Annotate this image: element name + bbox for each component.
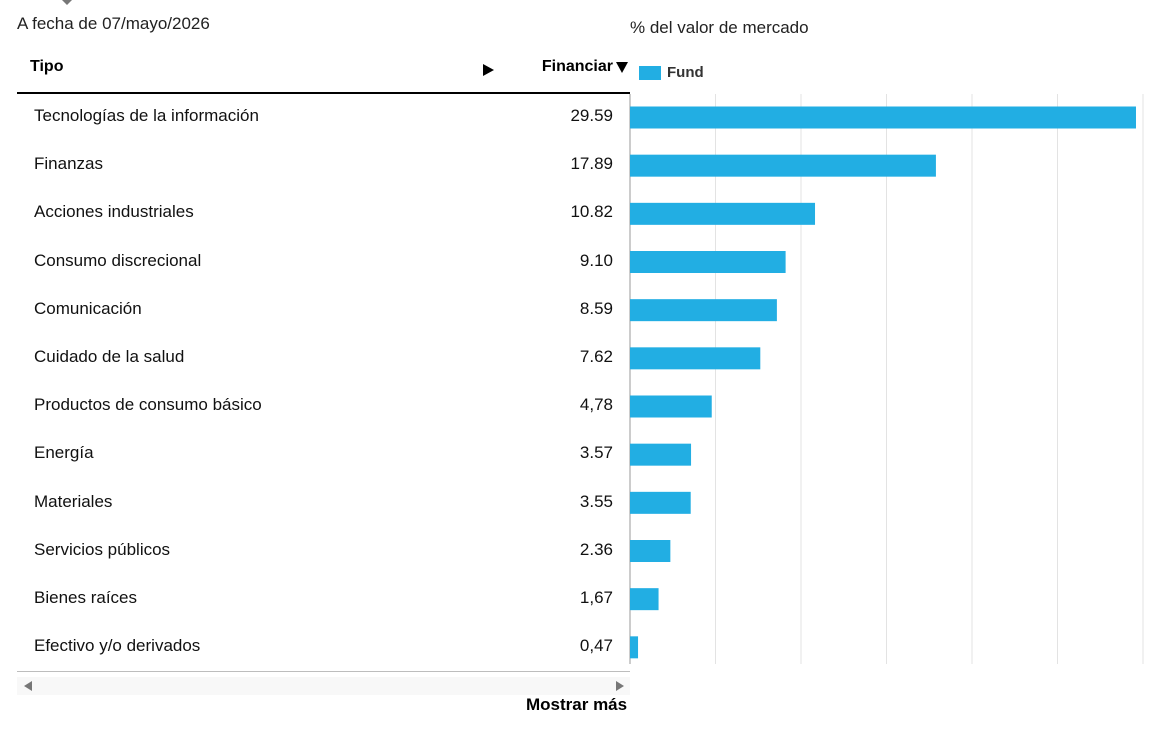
bar-6[interactable] — [630, 395, 712, 418]
legend-label-fund: Fund — [667, 64, 704, 81]
table-row: Tecnologías de la información 29.59 — [17, 94, 630, 142]
row-label: Servicios públicos — [34, 539, 171, 559]
row-value: 3.57 — [579, 443, 613, 463]
table-row: Acciones industriales 10.82 — [17, 190, 630, 238]
row-label: Bienes raíces — [34, 587, 137, 607]
column-header-financiar[interactable]: Financiar — [542, 58, 628, 76]
table-row: Bienes raíces 1,67 — [17, 576, 630, 624]
bar-4[interactable] — [630, 299, 777, 322]
row-label: Tecnologías de la información — [34, 106, 259, 125]
table-body: Tecnologías de la información 29.59 Fina… — [17, 94, 630, 672]
bar-3[interactable] — [630, 251, 786, 273]
row-label: Productos de consumo básico — [34, 395, 262, 415]
row-label: Finanzas — [34, 154, 103, 174]
column-header-financiar-label: Financiar — [541, 58, 613, 75]
bar-8[interactable] — [630, 491, 691, 514]
scroll-left-icon[interactable] — [24, 681, 32, 691]
horizontal-scrollbar[interactable] — [17, 677, 630, 695]
table-row: Comunicación 8.59 — [17, 287, 630, 335]
row-value: 1,67 — [579, 587, 613, 607]
row-label: Acciones industriales — [34, 202, 194, 222]
row-value: 29.59 — [570, 106, 613, 125]
table-row: Cuidado de la salud 7.62 — [17, 335, 630, 383]
table-row: Finanzas 17.89 — [17, 142, 630, 190]
column-header-type: Tipo — [30, 58, 64, 75]
row-label: Consumo discrecional — [34, 250, 202, 270]
row-label: Efectivo y/o derivados — [34, 636, 201, 656]
table-row: Efectivo y/o derivados 0,47 — [17, 624, 630, 672]
play-right-icon[interactable] — [483, 64, 494, 76]
chart-legend: Fund — [639, 64, 704, 81]
legend-swatch — [639, 65, 661, 80]
bar-7[interactable] — [630, 443, 692, 466]
sort-down-icon — [616, 61, 628, 73]
table-bottom-divider — [17, 671, 630, 672]
table-header: Tipo Financiar — [17, 48, 630, 94]
table-row: Materiales 3.55 — [17, 480, 630, 528]
row-value: 4,78 — [579, 395, 613, 415]
row-label: Materiales — [34, 491, 113, 511]
row-value: 9.10 — [579, 250, 613, 270]
bar-2[interactable] — [630, 202, 816, 225]
row-value: 7.62 — [579, 346, 613, 366]
bar-1[interactable] — [630, 154, 936, 177]
row-label: Cuidado de la salud — [34, 346, 185, 366]
table-row: Energía 3.57 — [17, 431, 630, 479]
row-value: 10.82 — [570, 202, 613, 222]
row-value: 8.59 — [579, 298, 613, 318]
bar-0[interactable] — [630, 106, 1136, 129]
row-value: 0,47 — [579, 636, 613, 656]
table-row: Servicios públicos 2.36 — [17, 528, 630, 576]
table-row: Consumo discrecional 9.10 — [17, 239, 630, 287]
chart-title: % del valor de mercado — [630, 18, 809, 37]
table-row: Productos de consumo básico 4,78 — [17, 383, 630, 431]
as-of-date: A fecha de 07/mayo/2026 — [17, 14, 210, 33]
row-label: Energía — [34, 443, 94, 463]
row-value: 17.89 — [570, 154, 613, 174]
bar-5[interactable] — [630, 347, 761, 370]
bar-9[interactable] — [630, 540, 671, 562]
bar-10[interactable] — [630, 588, 659, 611]
caret-down-icon — [62, 0, 72, 5]
scroll-right-icon[interactable] — [616, 681, 624, 691]
show-more-button[interactable]: Mostrar más — [526, 695, 628, 714]
row-label: Comunicación — [34, 298, 142, 318]
row-value: 2.36 — [579, 539, 613, 559]
row-value: 3.55 — [579, 491, 613, 511]
bar-11[interactable] — [630, 636, 639, 659]
